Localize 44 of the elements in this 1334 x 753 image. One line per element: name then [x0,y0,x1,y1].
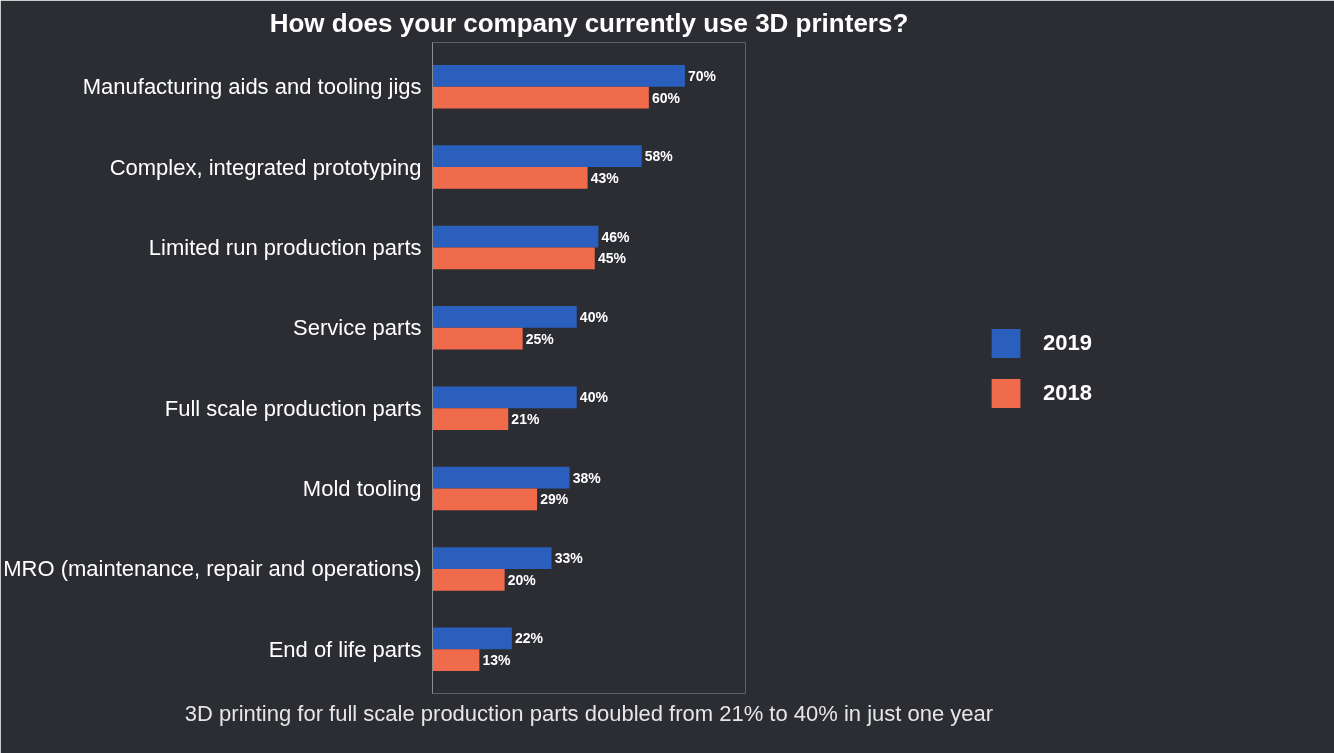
y-tick-label: Limited run production parts [148,234,422,260]
chart-title: How does your company currently use 3D printers? [269,7,909,38]
bar [432,225,599,248]
data-label: 33% [554,550,584,567]
legend-label: 2018 [1043,379,1092,406]
data-label: 38% [572,469,602,486]
data-label: 46% [601,228,631,245]
bar [432,547,552,569]
data-label: 25% [525,330,555,347]
legend-label: 2019 [1043,329,1092,356]
bar [432,466,570,489]
bar [432,306,577,328]
bar [432,488,538,511]
bar [432,386,577,409]
data-label: 58% [644,148,674,165]
y-tick-label: MRO (maintenance, repair and operations) [3,556,422,582]
data-label: 70% [688,67,717,84]
y-tick-label: Service parts [293,315,422,341]
bar [432,627,512,650]
bar [432,65,685,87]
bar [432,568,505,591]
bar [432,247,595,270]
bar [432,327,523,350]
bar [432,145,642,168]
y-tick-label: Complex, integrated prototyping [109,154,422,180]
bar [432,649,480,671]
y-tick-label: Mold tooling [302,476,422,502]
data-label: 43% [590,169,620,186]
bar [432,408,509,430]
y-tick-label: Full scale production parts [164,395,422,421]
data-label: 13% [482,652,512,669]
y-tick-label: Manufacturing aids and tooling jigs [82,74,422,100]
text: 3D printing for full scale production parts doubled from 21% to 40% in just one year [184,700,994,726]
y-tick-label: End of life parts [268,636,422,662]
data-label: 22% [514,630,544,647]
data-label: 45% [597,250,627,267]
data-label: 40% [579,308,609,325]
bar [432,86,649,109]
data-label: 20% [507,571,537,588]
data-label: 40% [579,389,609,406]
data-label: 60% [651,89,681,106]
data-label: 29% [540,491,569,508]
data-label: 21% [511,411,540,428]
bar [432,167,588,189]
